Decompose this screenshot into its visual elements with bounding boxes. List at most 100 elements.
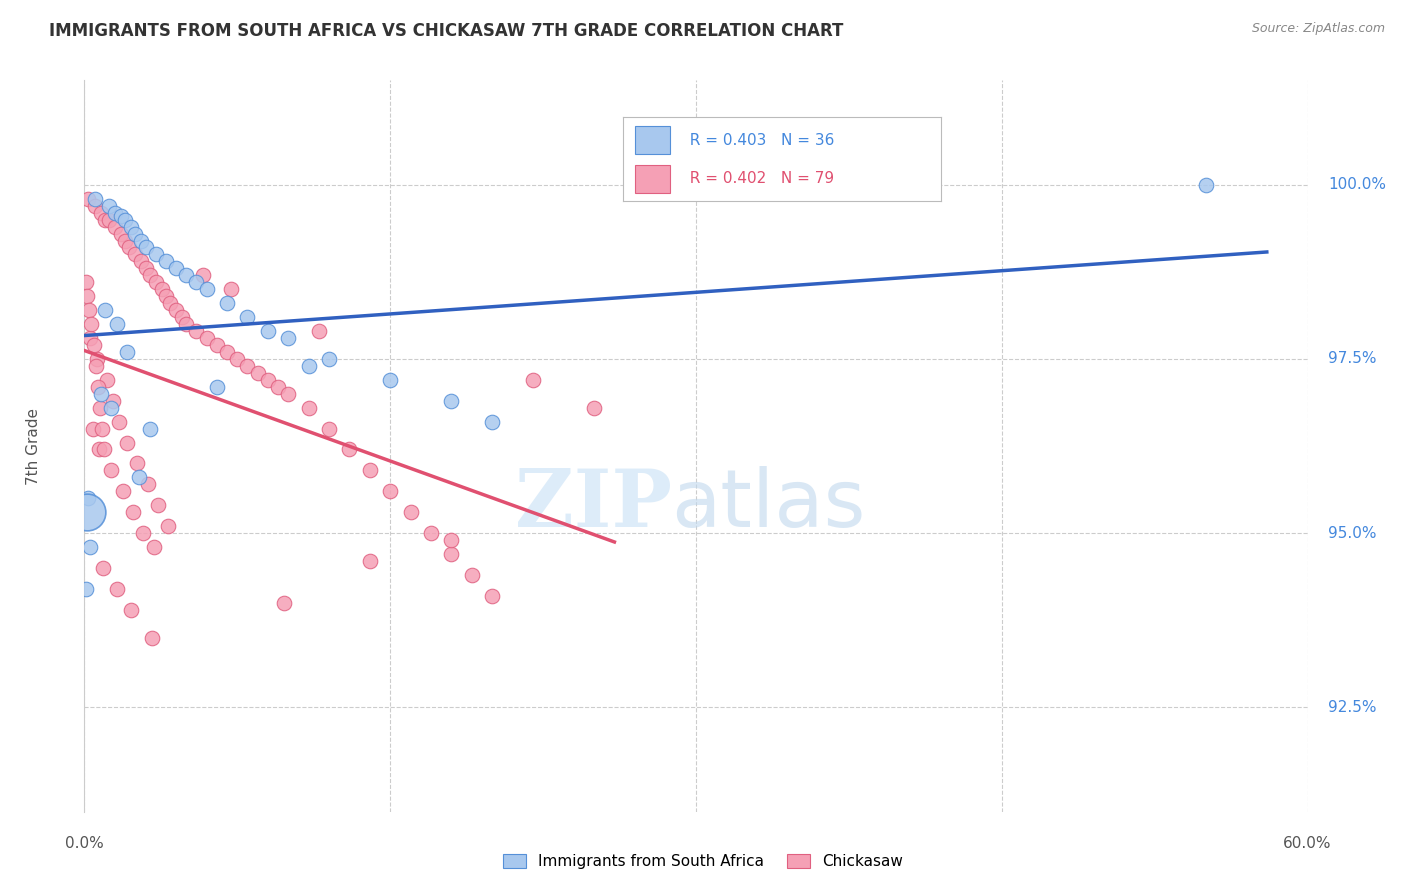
Point xyxy=(108,415,131,429)
Point xyxy=(440,547,463,561)
Point xyxy=(273,596,295,610)
Point xyxy=(124,247,146,261)
Point xyxy=(156,519,179,533)
Point xyxy=(205,380,228,394)
Point xyxy=(93,442,115,457)
Point xyxy=(226,351,249,366)
Point xyxy=(267,380,290,394)
Point xyxy=(90,386,112,401)
Point xyxy=(104,219,127,234)
Point xyxy=(146,498,169,512)
Point xyxy=(142,540,165,554)
Text: ZIP: ZIP xyxy=(515,466,672,543)
Point xyxy=(582,401,605,415)
Legend: Immigrants from South Africa, Chickasaw: Immigrants from South Africa, Chickasaw xyxy=(496,848,910,875)
Point xyxy=(120,219,142,234)
Point xyxy=(75,582,97,596)
Point xyxy=(298,401,321,415)
Point xyxy=(138,268,160,283)
Text: 92.5%: 92.5% xyxy=(1327,699,1376,714)
Point xyxy=(115,345,138,359)
Point xyxy=(90,205,112,219)
Point xyxy=(217,345,239,359)
Point xyxy=(124,227,146,241)
Point xyxy=(339,442,360,457)
Point xyxy=(145,275,167,289)
Text: Source: ZipAtlas.com: Source: ZipAtlas.com xyxy=(1251,22,1385,36)
Point xyxy=(236,310,259,325)
Point xyxy=(86,380,108,394)
Point xyxy=(82,421,104,435)
Point xyxy=(186,324,208,338)
Text: 95.0%: 95.0% xyxy=(1327,525,1376,541)
Point xyxy=(298,359,321,373)
Point xyxy=(75,275,97,289)
Point xyxy=(246,366,269,380)
Point xyxy=(115,435,138,450)
Point xyxy=(97,212,120,227)
Text: 7th Grade: 7th Grade xyxy=(25,408,41,484)
Point xyxy=(440,533,463,547)
Point xyxy=(461,567,484,582)
Point xyxy=(380,484,402,499)
Text: R = 0.403   N = 36: R = 0.403 N = 36 xyxy=(681,133,834,148)
Point xyxy=(80,317,103,331)
Point xyxy=(399,505,422,519)
Point xyxy=(277,331,299,345)
Bar xyxy=(636,126,671,153)
Point xyxy=(359,554,381,568)
Point xyxy=(174,268,197,283)
Point xyxy=(114,212,136,227)
Point xyxy=(93,212,115,227)
Point xyxy=(131,254,153,268)
Point xyxy=(101,393,124,408)
Point xyxy=(83,338,105,352)
Point xyxy=(380,373,402,387)
Text: 0.0%: 0.0% xyxy=(65,836,104,851)
Point xyxy=(87,442,110,457)
Point xyxy=(308,324,330,338)
Point xyxy=(79,303,101,318)
Point xyxy=(97,199,120,213)
Point xyxy=(165,261,187,276)
Point xyxy=(481,415,503,429)
Point xyxy=(219,282,242,296)
Point xyxy=(174,317,197,331)
Point xyxy=(105,317,128,331)
Point xyxy=(172,310,194,325)
Point xyxy=(135,240,157,254)
Point xyxy=(128,470,150,484)
Point xyxy=(83,199,105,213)
Point xyxy=(277,386,299,401)
Point xyxy=(110,227,132,241)
Point xyxy=(318,421,340,435)
Point xyxy=(257,373,280,387)
Point xyxy=(84,359,107,373)
Point xyxy=(136,477,159,491)
Point xyxy=(96,373,118,387)
Point xyxy=(79,331,101,345)
Point xyxy=(138,421,160,435)
Point xyxy=(318,351,340,366)
Point xyxy=(100,401,122,415)
Text: 100.0%: 100.0% xyxy=(1327,178,1386,193)
Point xyxy=(110,209,132,223)
Point xyxy=(145,247,167,261)
Point xyxy=(191,268,214,283)
Point xyxy=(77,491,100,506)
Point xyxy=(1195,178,1218,192)
Point xyxy=(155,289,177,303)
Point xyxy=(118,240,141,254)
Point xyxy=(127,457,149,471)
Text: atlas: atlas xyxy=(672,466,866,543)
Point xyxy=(132,526,155,541)
Point xyxy=(186,275,208,289)
Point xyxy=(131,234,153,248)
Point xyxy=(76,505,98,519)
Point xyxy=(159,296,181,310)
Point xyxy=(155,254,177,268)
Point xyxy=(76,289,98,303)
Text: 97.5%: 97.5% xyxy=(1327,351,1376,367)
Point xyxy=(165,303,187,318)
Point xyxy=(217,296,239,310)
